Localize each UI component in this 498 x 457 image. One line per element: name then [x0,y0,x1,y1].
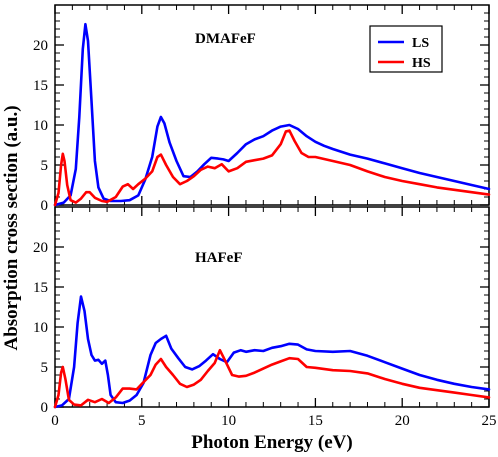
y-tick-label: 20 [33,240,48,256]
y-tick-label: 10 [33,320,48,336]
legend-label-hs: HS [412,56,431,71]
series-line-ls [53,22,491,207]
panel-hafef: 0 5 10 15 20 0 5 10 15 20 25 HAFeF [33,206,497,429]
y-tick-label: 5 [41,360,49,376]
y-tick-label: 0 [41,198,49,214]
y-tick-label: 0 [41,400,49,416]
x-tick-label: 25 [482,413,497,429]
x-tick-label: 5 [138,413,146,429]
x-tick-label: 20 [395,413,410,429]
series-line-hs [53,348,491,409]
y-tick-label: 15 [33,78,48,94]
y-axis-title: Absorption cross section (a.u.) [1,105,22,350]
series-line-ls [53,295,491,409]
y-tick-label: 15 [33,280,48,296]
panel-title: DMAFeF [195,31,256,47]
x-axis-title: Photon Energy (eV) [191,432,352,453]
legend-box [369,25,443,73]
x-tick-label: 15 [308,413,323,429]
panel-title: HAFeF [195,250,242,266]
plot-frame [54,206,490,408]
plot-frame [54,4,490,206]
x-tick-label: 10 [221,413,236,429]
y-tick-label: 10 [33,118,48,134]
legend: LS HS [369,25,443,73]
y-tick-label: 5 [41,158,49,174]
x-tick-label: 0 [51,413,59,429]
y-tick-label: 20 [33,38,48,54]
legend-label-ls: LS [412,36,429,51]
panel-dmafef: 0 5 10 15 20 DMAFeF LS HS [33,4,491,214]
series-line-hs [53,129,491,207]
